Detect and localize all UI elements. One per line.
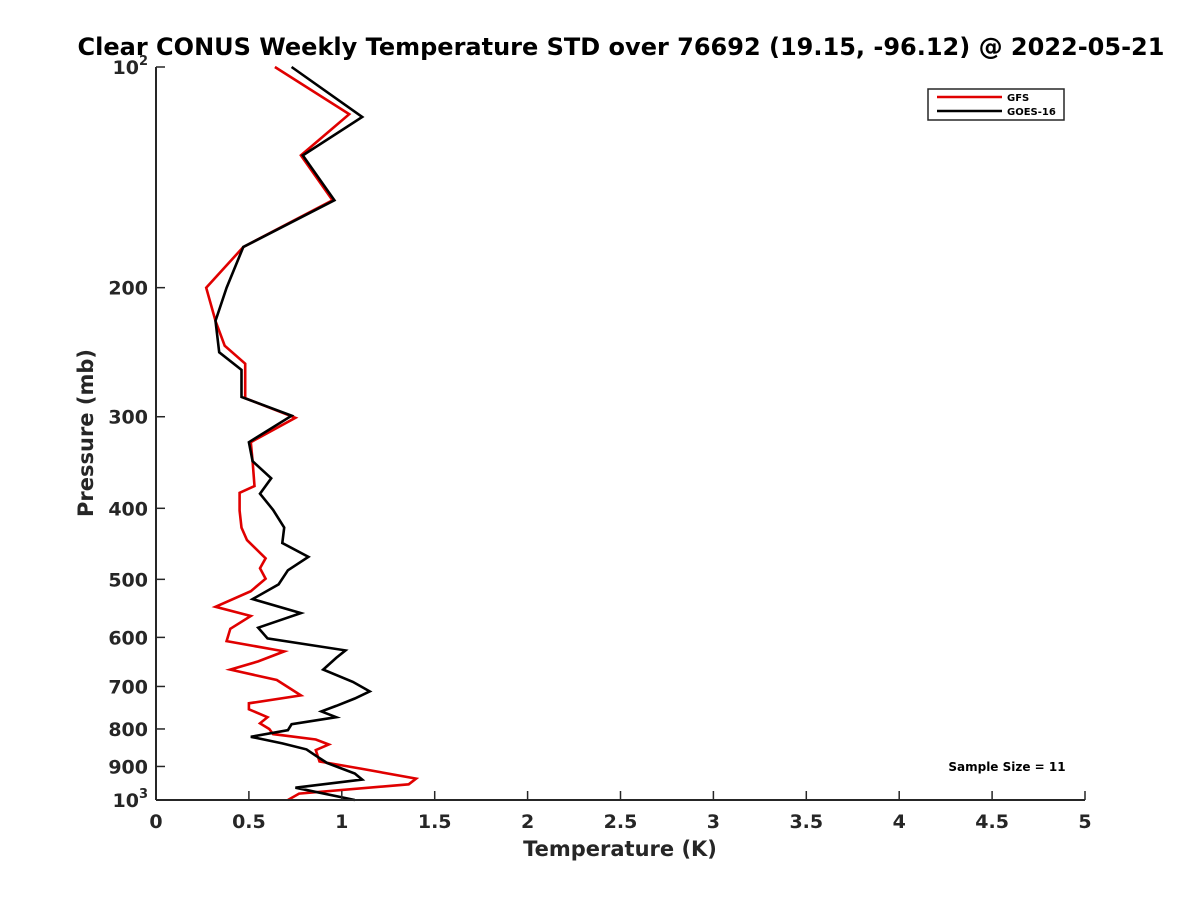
- y-tick-label: 200: [108, 278, 148, 300]
- y-tick-label: 900: [108, 756, 148, 778]
- x-tick-label: 4: [893, 811, 906, 833]
- x-tick-label: 2.5: [604, 811, 638, 833]
- x-tick-label: 4.5: [975, 811, 1009, 833]
- x-tick-label: 0.5: [232, 811, 266, 833]
- plot-frame: [156, 67, 1085, 800]
- x-ticks: 0 0.5 1 1.5 2 2.5 3 3.5 4 4.5 5: [149, 791, 1092, 833]
- x-tick-label: 3.5: [789, 811, 823, 833]
- legend-label-gfs: GFS: [1007, 93, 1029, 104]
- y-tick-label: 800: [108, 719, 148, 741]
- x-axis-label: Temperature (K): [523, 837, 717, 861]
- x-tick-label: 3: [707, 811, 720, 833]
- y-tick-label: 700: [108, 676, 148, 698]
- series-layer: [204, 65, 420, 802]
- y-tick-label: 600: [108, 627, 148, 649]
- series-line-goes16: [214, 65, 373, 802]
- legend: GFS GOES-16: [927, 88, 1065, 121]
- x-tick-label: 5: [1078, 811, 1091, 833]
- y-tick-label: 500: [108, 569, 148, 591]
- y-tick-label: 102: [113, 54, 149, 79]
- y-tick-label: 103: [113, 787, 149, 812]
- x-tick-label: 1.5: [418, 811, 452, 833]
- sample-size-annotation: Sample Size = 11: [948, 760, 1065, 774]
- x-tick-label: 0: [149, 811, 162, 833]
- series-line-gfs: [204, 65, 420, 802]
- chart-title: Clear CONUS Weekly Temperature STD over …: [78, 33, 1165, 61]
- y-tick-label: 300: [108, 407, 148, 429]
- y-ticks: 102 200 300 400 500 600 700 800 900 103: [108, 54, 165, 812]
- x-tick-label: 2: [521, 811, 534, 833]
- x-tick-label: 1: [335, 811, 348, 833]
- y-axis-label: Pressure (mb): [74, 349, 98, 517]
- y-tick-label: 400: [108, 498, 148, 520]
- legend-box: [927, 88, 1065, 121]
- legend-label-goes16: GOES-16: [1007, 107, 1056, 118]
